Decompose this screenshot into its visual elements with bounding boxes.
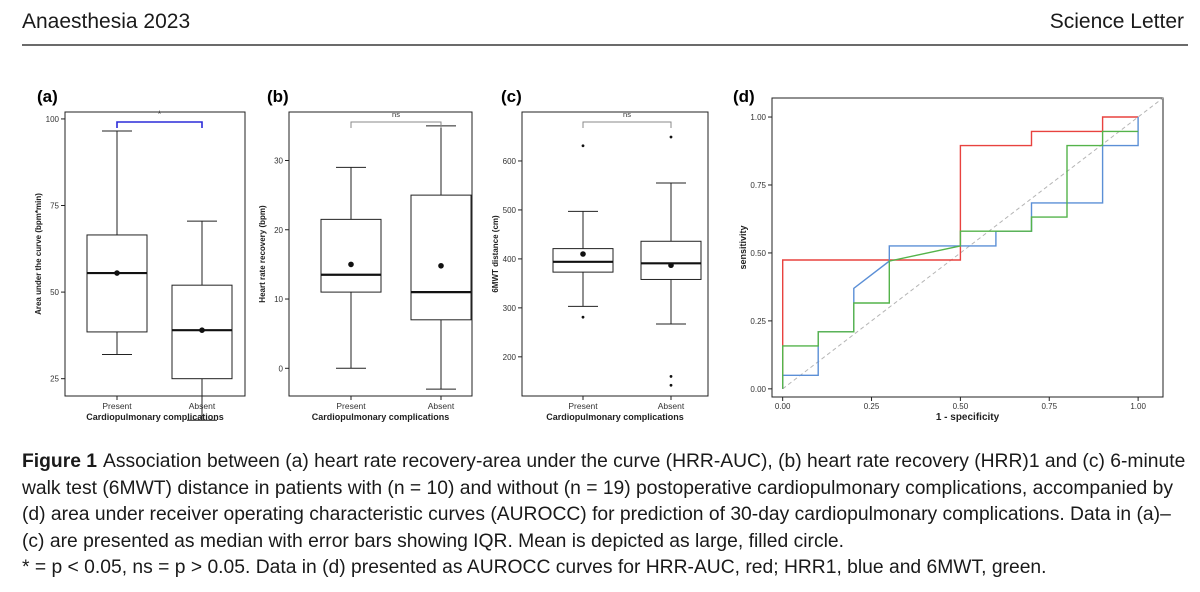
x-tick-label-d: 0.50 — [953, 402, 969, 411]
x-tick-label-c: Present — [568, 401, 598, 411]
outlier-point — [581, 144, 585, 148]
panel-label-d: (d) — [733, 87, 755, 106]
x-tick-label-d: 0.00 — [775, 402, 791, 411]
significance-label: * — [158, 109, 162, 119]
x-axis-label-b: Cardiopulmonary complications — [312, 412, 450, 422]
caption-text-2: * = p < 0.05, ns = p > 0.05. Data in (d)… — [22, 557, 1047, 578]
x-axis-label-a: Cardiopulmonary complications — [86, 412, 224, 422]
box-iqr — [86, 234, 148, 333]
caption-text: Association between (a) heart rate recov… — [22, 451, 1186, 552]
y-tick-label-b: 30 — [274, 156, 283, 165]
y-axis-label-c: 6MWT distance (cm) — [491, 215, 500, 293]
significance-label: ns — [392, 110, 400, 119]
y-tick-label-b: 10 — [274, 295, 283, 304]
panel-label-b: (b) — [267, 87, 289, 106]
y-tick-label-d: 1.00 — [750, 113, 766, 122]
y-tick-label-a: 25 — [50, 375, 59, 384]
x-tick-label-c: Absent — [658, 401, 685, 411]
plot-frame-a — [64, 111, 246, 397]
y-tick-label-a: 75 — [50, 202, 59, 211]
y-tick-label-a: 100 — [46, 115, 60, 124]
y-tick-label-c: 300 — [503, 304, 517, 313]
outlier-point — [669, 375, 673, 378]
mean-point — [348, 261, 354, 268]
x-tick-label-b: Present — [336, 401, 366, 411]
y-tick-label-c: 400 — [503, 255, 517, 264]
mean-point — [438, 262, 444, 269]
box-iqr — [320, 218, 382, 293]
reference-diagonal — [782, 97, 1164, 390]
mean-point — [199, 327, 205, 333]
y-tick-label-d: 0.50 — [750, 249, 766, 258]
figure-caption: Figure 1 Association between (a) heart ra… — [22, 449, 1188, 582]
roc-curve-2 — [782, 117, 1139, 389]
header-rule — [22, 44, 1188, 46]
y-tick-label-d: 0.00 — [750, 385, 766, 394]
significance-bracket — [350, 121, 442, 128]
mean-point — [580, 251, 586, 257]
y-tick-label-b: 0 — [279, 364, 284, 373]
box-iqr — [171, 284, 233, 380]
roc-curve-3 — [782, 130, 1139, 389]
plot-frame-b — [288, 111, 473, 397]
x-tick-label-a: Present — [102, 401, 132, 411]
x-tick-label-b: Absent — [428, 401, 455, 411]
x-tick-label-d: 0.25 — [864, 402, 880, 411]
y-tick-label-c: 500 — [503, 206, 517, 215]
y-axis-label-a: Area under the curve (bpm*min) — [34, 193, 43, 315]
y-axis-label-d: sensitivity — [738, 225, 748, 269]
x-axis-label-c: Cardiopulmonary complications — [546, 412, 684, 422]
y-tick-label-a: 50 — [50, 288, 59, 297]
box-iqr — [640, 240, 702, 280]
plot-frame-c — [521, 111, 709, 397]
y-tick-label-d: 0.25 — [750, 317, 766, 326]
y-axis-label-b: Heart rate recovery (bpm) — [258, 205, 267, 303]
roc-curve-1 — [782, 116, 1139, 389]
x-axis-label-d: 1 - specificity — [936, 412, 1000, 423]
article-type: Science Letter — [1049, 10, 1184, 33]
significance-bracket — [116, 121, 203, 128]
outlier-point — [581, 315, 585, 319]
x-tick-label-d: 0.75 — [1041, 402, 1057, 411]
panel-label-c: (c) — [501, 87, 522, 106]
outlier-point — [669, 383, 673, 387]
y-tick-label-c: 200 — [503, 353, 517, 362]
caption-label: Figure 1 — [22, 451, 97, 472]
journal-title: Anaesthesia 2023 — [22, 10, 191, 33]
y-tick-label-b: 20 — [274, 226, 283, 235]
outlier-point — [669, 135, 673, 139]
box-iqr — [410, 194, 472, 321]
panel-label-a: (a) — [37, 87, 58, 106]
box-iqr — [552, 248, 614, 273]
mean-point — [114, 270, 120, 276]
y-tick-label-c: 600 — [503, 157, 517, 166]
significance-bracket — [582, 121, 672, 128]
y-tick-label-d: 0.75 — [750, 181, 766, 190]
mean-point — [668, 262, 674, 269]
x-tick-label-d: 1.00 — [1130, 402, 1146, 411]
plot-frame-d — [771, 97, 1164, 398]
significance-label: ns — [623, 110, 631, 119]
